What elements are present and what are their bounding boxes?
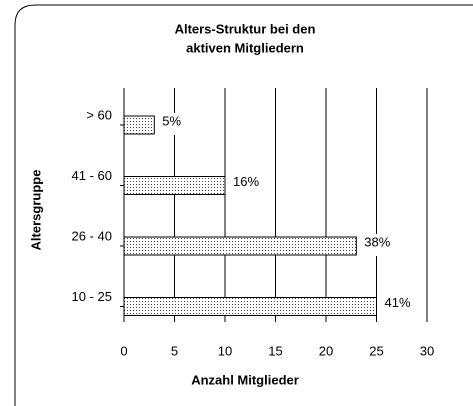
y-tick-label: 26 - 40 <box>72 228 112 243</box>
x-tick-label: 20 <box>319 343 333 358</box>
x-tick-label: 5 <box>171 343 178 358</box>
y-tick-label: 10 - 25 <box>72 289 112 304</box>
value-label: 5% <box>162 113 181 128</box>
bar <box>123 176 226 195</box>
value-label: 41% <box>385 295 411 310</box>
value-label-box <box>358 234 395 256</box>
x-tick-label: 10 <box>218 343 232 358</box>
frame <box>14 4 473 406</box>
bar <box>123 236 357 256</box>
x-axis-label: Anzahl Mitglieder <box>191 372 299 387</box>
chart-title: aktiven Mitgliedern <box>186 40 304 55</box>
y-axis-label: Altersgruppe <box>28 170 43 251</box>
x-tick-label: 30 <box>420 343 434 358</box>
value-label-box <box>156 113 193 135</box>
value-label: 38% <box>364 234 390 249</box>
value-label-box <box>378 294 415 317</box>
bar <box>123 297 377 316</box>
value-label-box <box>227 173 263 196</box>
bar <box>123 115 155 135</box>
x-tick-label: 15 <box>268 343 282 358</box>
x-tick-label: 0 <box>120 343 127 358</box>
y-tick-label: > 60 <box>86 107 112 122</box>
y-tick-label: 41 - 60 <box>72 168 112 183</box>
chart-title: Alters-Struktur bei den <box>175 21 316 36</box>
x-tick-label: 25 <box>369 343 383 358</box>
value-label: 16% <box>233 174 259 189</box>
